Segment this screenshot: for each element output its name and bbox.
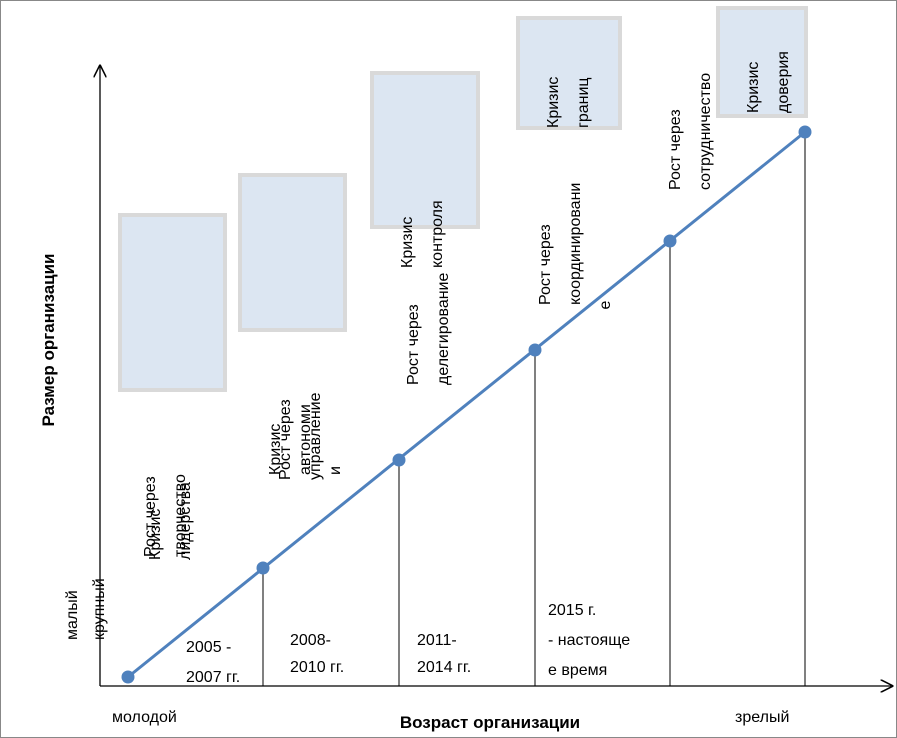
y-high-label: крупный — [91, 578, 108, 640]
period-text: е время — [548, 662, 607, 679]
crisis-box — [238, 173, 347, 332]
stage-point — [256, 561, 270, 575]
growth-text: Рост через — [537, 224, 554, 305]
crisis-box — [118, 213, 227, 392]
growth-text: делегирование — [435, 273, 452, 386]
crisis-text: границ — [575, 77, 592, 128]
period-text: 2015 г. — [548, 602, 596, 619]
growth-text: Рост через — [405, 304, 422, 385]
y-low-label: малый — [64, 590, 81, 640]
period-text: - настояще — [548, 632, 630, 649]
period-text: 2008- — [290, 632, 331, 649]
crisis-text: и — [327, 466, 344, 475]
crisis-text: Кризис — [745, 62, 762, 113]
crisis-text: Кризис — [545, 77, 562, 128]
growth-text: координировани — [567, 183, 584, 305]
growth-text: сотрудничество — [697, 73, 714, 190]
crisis-text: лидерства — [177, 482, 194, 560]
stage-point — [392, 453, 406, 467]
growth-text: управление — [307, 392, 324, 480]
growth-text: Рост через — [142, 476, 159, 557]
stage-point — [663, 234, 677, 248]
x-start-label: молодой — [112, 709, 177, 726]
period-text: 2007 гг. — [186, 669, 240, 686]
crisis-text: Кризис — [267, 424, 284, 475]
crisis-box — [716, 6, 808, 118]
x-axis-label: Возраст организации — [400, 713, 580, 732]
crisis-text: контроля — [429, 200, 446, 268]
growth-text: творчество — [172, 474, 189, 557]
y-axis-label: Размер организации — [39, 254, 58, 427]
stage-point — [121, 670, 135, 684]
stage-point — [528, 343, 542, 357]
stage-point — [798, 125, 812, 139]
crisis-text: Кризис — [147, 509, 164, 560]
crisis-text: доверия — [775, 51, 792, 113]
crisis-box — [370, 71, 480, 229]
crisis-text: Кризис — [399, 217, 416, 268]
growth-text: Рост через — [667, 109, 684, 190]
growth-line — [127, 130, 806, 679]
crisis-text: автономи — [297, 404, 314, 475]
growth-text: Рост через — [277, 399, 294, 480]
period-text: 2014 гг. — [417, 659, 471, 676]
x-end-label: зрелый — [735, 709, 789, 726]
period-text: 2011- — [417, 632, 457, 649]
crisis-box — [516, 16, 622, 130]
growth-text: е — [597, 300, 614, 309]
period-text: 2010 гг. — [290, 659, 344, 676]
period-text: 2005 - — [186, 639, 231, 656]
